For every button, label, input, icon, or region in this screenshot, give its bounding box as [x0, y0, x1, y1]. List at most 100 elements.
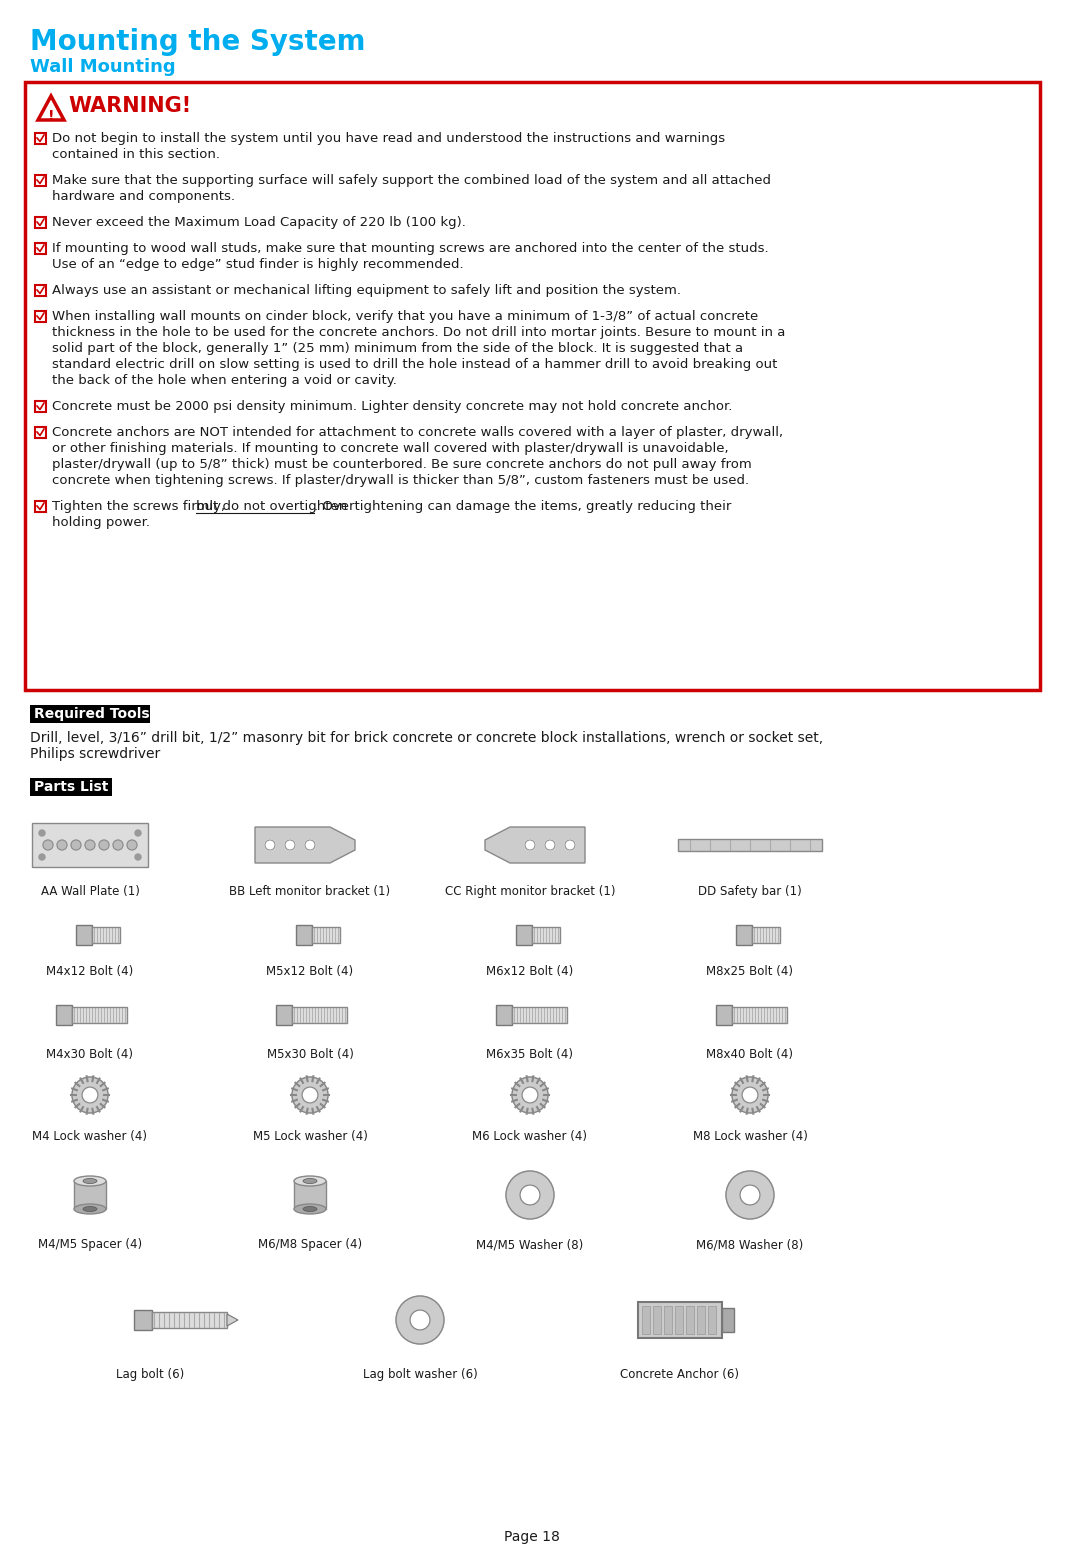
- Bar: [752, 926, 780, 944]
- Text: . Overtightening can damage the items, greatly reducing their: . Overtightening can damage the items, g…: [314, 499, 732, 513]
- Circle shape: [732, 1077, 768, 1113]
- Circle shape: [82, 1088, 98, 1103]
- Ellipse shape: [83, 1178, 97, 1183]
- Bar: [35, 427, 46, 438]
- Text: Parts List: Parts List: [34, 779, 109, 793]
- Bar: [152, 1311, 227, 1329]
- Circle shape: [302, 1088, 318, 1103]
- Text: Wall Mounting: Wall Mounting: [30, 58, 176, 77]
- Text: Drill, level, 3/16” drill bit, 1/2” masonry bit for brick concrete or concrete b: Drill, level, 3/16” drill bit, 1/2” maso…: [30, 731, 823, 761]
- Polygon shape: [38, 95, 64, 121]
- Bar: [30, 704, 150, 723]
- Text: Lag bolt (6): Lag bolt (6): [116, 1368, 184, 1380]
- Text: Concrete must be 2000 psi density minimum. Lighter density concrete may not hold: Concrete must be 2000 psi density minimu…: [52, 401, 733, 413]
- Text: M6/M8 Washer (8): M6/M8 Washer (8): [697, 1238, 804, 1250]
- Bar: [732, 1006, 787, 1024]
- Circle shape: [85, 840, 95, 850]
- Bar: [92, 926, 120, 944]
- Circle shape: [113, 840, 122, 850]
- Text: plaster/drywall (up to 5/8” thick) must be counterbored. Be sure concrete anchor: plaster/drywall (up to 5/8” thick) must …: [52, 459, 752, 471]
- Circle shape: [522, 1088, 538, 1103]
- Text: M4x30 Bolt (4): M4x30 Bolt (4): [47, 1049, 133, 1061]
- Text: M8x40 Bolt (4): M8x40 Bolt (4): [706, 1049, 793, 1061]
- Text: M6/M8 Spacer (4): M6/M8 Spacer (4): [258, 1238, 362, 1250]
- Ellipse shape: [294, 1175, 326, 1186]
- Bar: [736, 925, 752, 945]
- Bar: [294, 1182, 326, 1210]
- Bar: [276, 1005, 292, 1025]
- Ellipse shape: [304, 1178, 317, 1183]
- Bar: [697, 1307, 705, 1333]
- Text: Page 18: Page 18: [504, 1531, 560, 1545]
- Bar: [56, 1005, 72, 1025]
- Text: !: !: [48, 110, 54, 124]
- Bar: [496, 1005, 512, 1025]
- Bar: [532, 926, 560, 944]
- Circle shape: [566, 840, 575, 850]
- Bar: [35, 243, 46, 254]
- Text: Concrete anchors are NOT intended for attachment to concrete walls covered with : Concrete anchors are NOT intended for at…: [52, 426, 783, 440]
- Circle shape: [292, 1077, 328, 1113]
- Circle shape: [127, 840, 137, 850]
- Circle shape: [135, 854, 141, 861]
- Text: CC Right monitor bracket (1): CC Right monitor bracket (1): [445, 884, 616, 898]
- Circle shape: [545, 840, 555, 850]
- Text: If mounting to wood wall studs, make sure that mounting screws are anchored into: If mounting to wood wall studs, make sur…: [52, 243, 769, 255]
- Bar: [35, 175, 46, 186]
- Bar: [708, 1307, 716, 1333]
- Text: M4 Lock washer (4): M4 Lock washer (4): [33, 1130, 147, 1142]
- Text: but do not overtighten: but do not overtighten: [196, 499, 347, 513]
- Circle shape: [742, 1088, 758, 1103]
- Bar: [512, 1006, 567, 1024]
- Text: M5x30 Bolt (4): M5x30 Bolt (4): [266, 1049, 354, 1061]
- Text: DD Safety bar (1): DD Safety bar (1): [699, 884, 802, 898]
- Text: Never exceed the Maximum Load Capacity of 220 lb (100 kg).: Never exceed the Maximum Load Capacity o…: [52, 216, 465, 228]
- Circle shape: [396, 1296, 444, 1344]
- Bar: [72, 1006, 127, 1024]
- Ellipse shape: [294, 1203, 326, 1214]
- Bar: [296, 925, 312, 945]
- Bar: [35, 311, 46, 322]
- Bar: [638, 1302, 722, 1338]
- Bar: [35, 133, 46, 144]
- Text: M4/M5 Spacer (4): M4/M5 Spacer (4): [38, 1238, 142, 1250]
- Bar: [134, 1310, 152, 1330]
- Circle shape: [43, 840, 53, 850]
- Text: Tighten the screws firmly,: Tighten the screws firmly,: [52, 499, 229, 513]
- Bar: [686, 1307, 694, 1333]
- Circle shape: [726, 1171, 774, 1219]
- Text: M8 Lock washer (4): M8 Lock washer (4): [692, 1130, 807, 1142]
- Circle shape: [512, 1077, 548, 1113]
- Text: contained in this section.: contained in this section.: [52, 149, 220, 161]
- Circle shape: [72, 1077, 108, 1113]
- Text: Concrete Anchor (6): Concrete Anchor (6): [621, 1368, 739, 1380]
- Bar: [653, 1307, 661, 1333]
- Circle shape: [58, 840, 67, 850]
- Text: Always use an assistant or mechanical lifting equipment to safely lift and posit: Always use an assistant or mechanical li…: [52, 283, 681, 297]
- Circle shape: [520, 1185, 540, 1205]
- Bar: [716, 1005, 732, 1025]
- Text: concrete when tightening screws. If plaster/drywall is thicker than 5/8”, custom: concrete when tightening screws. If plas…: [52, 474, 749, 487]
- Circle shape: [285, 840, 295, 850]
- Ellipse shape: [73, 1175, 106, 1186]
- Ellipse shape: [83, 1207, 97, 1211]
- Text: WARNING!: WARNING!: [68, 95, 191, 116]
- Text: standard electric drill on slow setting is used to drill the hole instead of a h: standard electric drill on slow setting …: [52, 358, 777, 371]
- Text: M5 Lock washer (4): M5 Lock washer (4): [252, 1130, 367, 1142]
- FancyBboxPatch shape: [24, 81, 1041, 690]
- Text: M8x25 Bolt (4): M8x25 Bolt (4): [706, 966, 793, 978]
- Circle shape: [410, 1310, 430, 1330]
- Circle shape: [39, 854, 45, 861]
- Bar: [663, 1307, 672, 1333]
- Text: Make sure that the supporting surface will safely support the combined load of t: Make sure that the supporting surface wi…: [52, 174, 771, 186]
- Circle shape: [506, 1171, 554, 1219]
- Circle shape: [71, 840, 81, 850]
- Ellipse shape: [73, 1203, 106, 1214]
- Circle shape: [99, 840, 109, 850]
- Ellipse shape: [304, 1207, 317, 1211]
- Bar: [678, 839, 822, 851]
- Bar: [35, 218, 46, 228]
- Bar: [32, 823, 148, 867]
- Text: solid part of the block, generally 1” (25 mm) minimum from the side of the block: solid part of the block, generally 1” (2…: [52, 343, 743, 355]
- Text: Mounting the System: Mounting the System: [30, 28, 365, 56]
